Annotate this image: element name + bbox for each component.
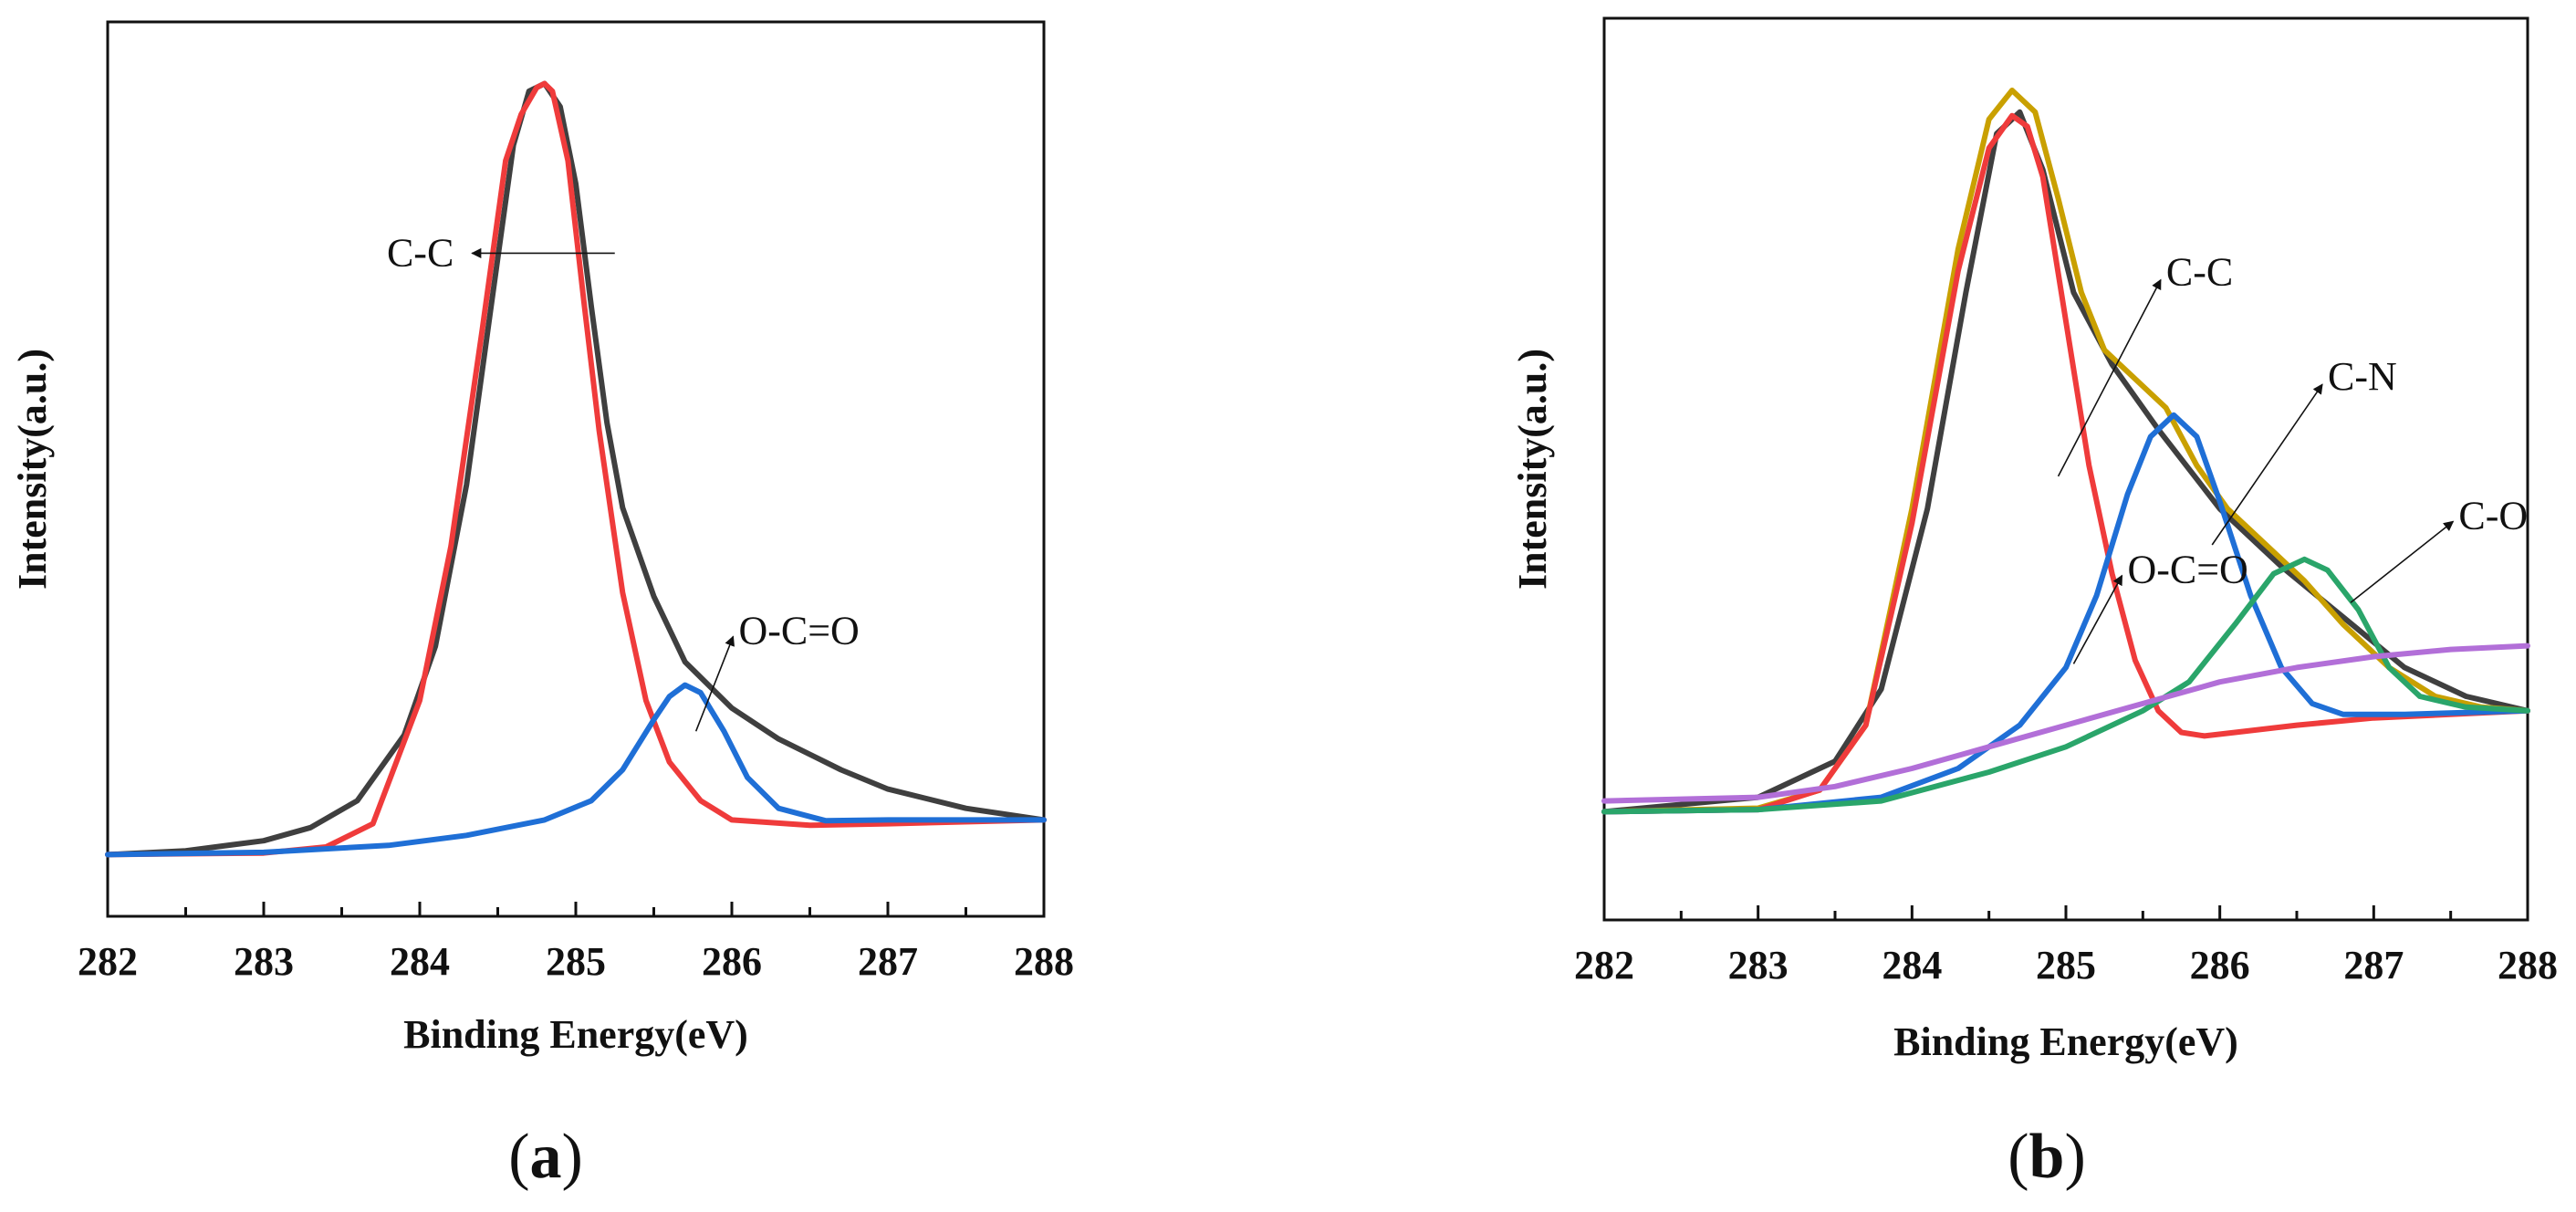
panel-a-plot-frame [106,20,1046,918]
series-line-c-n [1601,412,2530,815]
series-line-c-c [1601,112,2530,815]
panel-a-annotations [471,247,735,732]
panel-b-tick-label-285: 285 [2036,943,2096,987]
panel-b-plot-frame [1602,16,2529,922]
panel-b-y-axis-label: Intensity(a.u.) [1510,349,1555,590]
panel-b-tick-label-286: 286 [2190,943,2250,987]
panel-b-letter: b [2029,1122,2065,1192]
panel-a-tick-label-287: 287 [858,939,918,984]
panel-b-chart: 282 283 284 285 286 287 288 C-C C-N C-O … [1510,16,2558,1192]
panel-a-letter: a [530,1122,562,1192]
panel-a-tick-label-282: 282 [78,939,138,984]
panel-b-label-ocoo: O-C=O [2127,548,2247,592]
series-line-fit-sum [1601,88,2530,815]
panel-b-tick-label-287: 287 [2343,943,2404,987]
panel-a-chart: 282 283 284 285 286 287 288 C-C O-C=O Bi… [10,20,1074,1192]
annotation-arrow [2057,278,2162,477]
panel-a-x-axis-label: Binding Energy(eV) [403,1012,748,1057]
annotation-arrow [2350,520,2455,603]
panel-a-tick-label-283: 283 [234,939,294,984]
panel-a-tick-label-288: 288 [1014,939,1074,984]
series-line-c-o [1601,556,2530,815]
annotation-arrow [694,635,735,732]
panel-a-label-cc: C-C [387,230,454,275]
annotation-arrow [2211,383,2323,546]
series-line-o-c-o [1601,643,2530,804]
panel-b-label-co: C-O [2458,493,2528,538]
panel-b-label-cn: C-N [2328,354,2397,399]
panel-b-annotations [2057,278,2455,664]
panel-a-tick-label-284: 284 [390,939,450,984]
series-line-envelope [105,80,1047,858]
panel-a-caption: (a) [508,1122,583,1192]
panel-a-label-ocoo: O-C=O [738,608,859,653]
panel-a-x-ticks [106,902,1046,916]
panel-b-tick-label-284: 284 [1882,943,1942,987]
panel-b-x-axis-label: Binding Energy(eV) [1893,1019,2238,1064]
annotation-arrow [2072,574,2123,664]
series-line-c-c [105,80,1047,858]
panel-a-tick-label-286: 286 [702,939,762,984]
panel-b-x-ticks [1602,905,2529,920]
panel-b-curves [1601,88,2530,815]
panel-b-tick-label-282: 282 [1574,943,1634,987]
panel-a-tick-label-285: 285 [546,939,606,984]
panel-b-tick-label-288: 288 [2498,943,2558,987]
panel-b-tick-label-283: 283 [1728,943,1789,987]
panel-b-label-cc: C-C [2166,250,2233,295]
series-line-o-c-o [105,682,1047,858]
panel-a-y-axis-label: Intensity(a.u.) [10,349,55,590]
panel-a-curves [105,80,1047,858]
panel-b-caption: (b) [2008,1122,2086,1192]
